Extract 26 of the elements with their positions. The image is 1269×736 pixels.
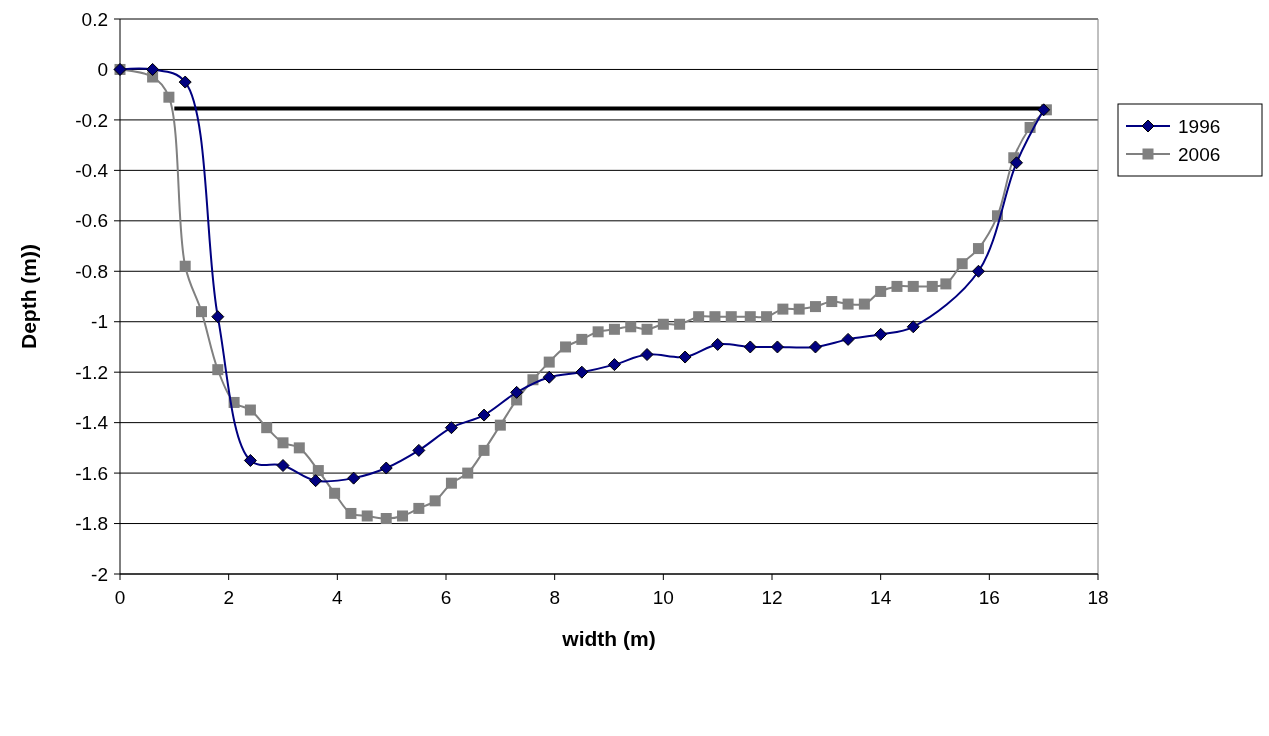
x-tick-label: 2: [223, 587, 234, 608]
x-tick-label: 6: [440, 587, 452, 608]
x-tick-label: 8: [549, 587, 560, 608]
legend-label: 2006: [1178, 143, 1221, 165]
y-tick-label: -1.4: [75, 412, 109, 434]
x-tick-label: 10: [652, 587, 674, 608]
x-tick-label: 0: [114, 587, 126, 608]
y-tick-label: -1: [91, 311, 108, 333]
x-axis-title: width (m): [561, 627, 656, 650]
x-tick-label: 14: [870, 587, 892, 608]
y-tick-label: -1.2: [75, 361, 108, 383]
y-tick-label: -0.6: [75, 210, 108, 232]
legend-label: 1996: [1178, 115, 1221, 137]
y-tick-label: -0.4: [75, 160, 109, 182]
y-tick-label: 0: [97, 59, 108, 81]
y-tick-label: -1.6: [75, 462, 108, 484]
y-axis-title: Depth (m)): [17, 244, 40, 349]
y-tick-label: -0.2: [75, 109, 108, 131]
x-tick-label: 4: [332, 587, 344, 608]
x-tick-label: 18: [1087, 587, 1109, 608]
y-tick-label: -1.8: [75, 513, 108, 535]
x-tick-label: 12: [761, 587, 783, 608]
y-tick-label: -0.8: [75, 260, 108, 282]
y-tick-label: -2: [91, 563, 108, 585]
x-tick-label: 16: [978, 587, 1000, 608]
y-tick-label: 0.2: [81, 8, 108, 30]
